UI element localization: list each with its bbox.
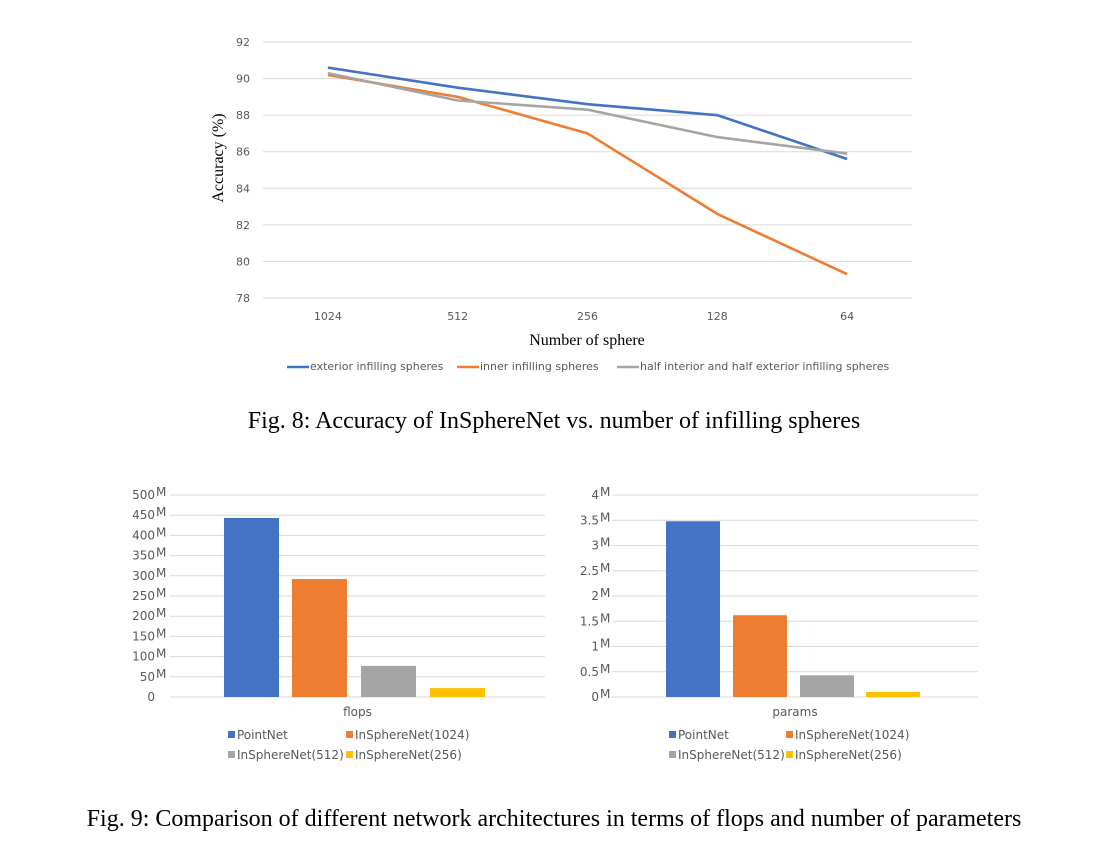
legend-swatch <box>228 751 235 758</box>
x-tick-label: 1024 <box>314 310 342 323</box>
legend-label: PointNet <box>678 728 729 742</box>
x-axis-title: Number of sphere <box>529 332 645 349</box>
y-tick-unit: M <box>600 611 610 625</box>
y-tick-value: 0.5 <box>580 665 599 679</box>
x-tick-label: 512 <box>447 310 468 323</box>
y-tick-value: 400 <box>132 528 155 542</box>
y-axis-title: Accuracy (%) <box>210 113 227 202</box>
legend-swatch <box>786 731 793 738</box>
y-tick-label: 84 <box>236 182 250 195</box>
x-tick-label: flops <box>343 705 372 719</box>
y-tick-value: 0 <box>147 690 155 704</box>
y-tick-value: 450 <box>132 508 155 522</box>
y-tick-value: 3.5 <box>580 513 599 527</box>
y-tick-value: 250 <box>132 589 155 603</box>
y-tick-unit: M <box>156 525 166 539</box>
y-tick-unit: M <box>600 687 610 701</box>
legend-swatch <box>669 731 676 738</box>
y-tick-unit: M <box>156 485 166 499</box>
y-tick-value: 200 <box>132 609 155 623</box>
y-tick-value: 500 <box>132 488 155 502</box>
legend-swatch <box>346 751 353 758</box>
y-tick-label: 82 <box>236 219 250 232</box>
y-tick-unit: M <box>600 510 610 524</box>
y-tick-unit: M <box>156 647 166 661</box>
bar <box>430 688 485 697</box>
legend-label: inner infilling spheres <box>480 360 599 373</box>
bar <box>292 579 347 697</box>
y-tick-label: 88 <box>236 109 250 122</box>
y-tick-unit: M <box>156 566 166 580</box>
bar <box>224 518 279 697</box>
y-tick-label: 92 <box>236 36 250 49</box>
legend-label: InSphereNet(512) <box>678 748 785 762</box>
legend-label: half interior and half exterior infillin… <box>640 360 889 373</box>
legend-swatch <box>786 751 793 758</box>
x-tick-label: 64 <box>840 310 854 323</box>
legend-label: InSphereNet(256) <box>795 748 902 762</box>
x-tick-label: 256 <box>577 310 598 323</box>
legend-label: exterior infilling spheres <box>310 360 444 373</box>
y-tick-unit: M <box>156 586 166 600</box>
legend-label: InSphereNet(1024) <box>795 728 909 742</box>
y-tick-label: 90 <box>236 73 250 86</box>
x-tick-label: params <box>772 705 817 719</box>
y-tick-value: 1.5 <box>580 614 599 628</box>
y-tick-value: 3 <box>591 539 599 553</box>
bar <box>666 521 720 697</box>
y-tick-value: 150 <box>132 629 155 643</box>
y-tick-unit: M <box>600 586 610 600</box>
y-tick-value: 4 <box>591 488 599 502</box>
series-line <box>327 73 848 276</box>
y-tick-value: 2.5 <box>580 564 599 578</box>
y-tick-unit: M <box>600 485 610 499</box>
legend-label: InSphereNet(256) <box>355 748 462 762</box>
series-line <box>327 66 848 161</box>
y-tick-label: 78 <box>236 292 250 305</box>
y-tick-unit: M <box>156 626 166 640</box>
y-tick-value: 0 <box>591 690 599 704</box>
x-tick-label: 128 <box>707 310 728 323</box>
bar <box>361 665 416 697</box>
y-tick-value: 350 <box>132 549 155 563</box>
y-tick-unit: M <box>156 546 166 560</box>
y-tick-label: 80 <box>236 255 250 268</box>
bar <box>866 691 920 697</box>
bar <box>733 615 787 697</box>
y-tick-unit: M <box>600 637 610 651</box>
y-tick-unit: M <box>156 667 166 681</box>
y-tick-unit: M <box>600 561 610 575</box>
accuracy-line-chart: 78 80 82 84 86 88 90 92 1024 512 256 128 64 Number of… <box>210 36 912 373</box>
y-tick-label: 86 <box>236 146 250 159</box>
y-tick-unit: M <box>600 536 610 550</box>
legend-swatch <box>669 751 676 758</box>
y-tick-value: 50 <box>140 670 155 684</box>
y-tick-value: 2 <box>591 589 599 603</box>
legend-label: PointNet <box>237 728 288 742</box>
params-bar-chart: 4 M3.5 M3 M2.5 M2 M1.5 M1 M0.5 M0 MparamsPointNet… <box>580 485 978 762</box>
y-tick-unit: M <box>156 505 166 519</box>
y-tick-unit: M <box>156 606 166 620</box>
legend-label: InSphereNet(512) <box>237 748 344 762</box>
fig9-caption: Fig. 9: Comparison of different network … <box>87 806 1022 832</box>
y-tick-value: 300 <box>132 569 155 583</box>
bar <box>800 675 854 697</box>
legend-swatch <box>228 731 235 738</box>
y-tick-unit: M <box>600 662 610 676</box>
series-line <box>327 71 848 155</box>
y-tick-value: 1 <box>591 640 599 654</box>
legend-swatch <box>346 731 353 738</box>
legend-label: InSphereNet(1024) <box>355 728 469 742</box>
y-tick-value: 100 <box>132 650 155 664</box>
fig8-caption: Fig. 8: Accuracy of InSphereNet vs. numb… <box>248 408 861 434</box>
